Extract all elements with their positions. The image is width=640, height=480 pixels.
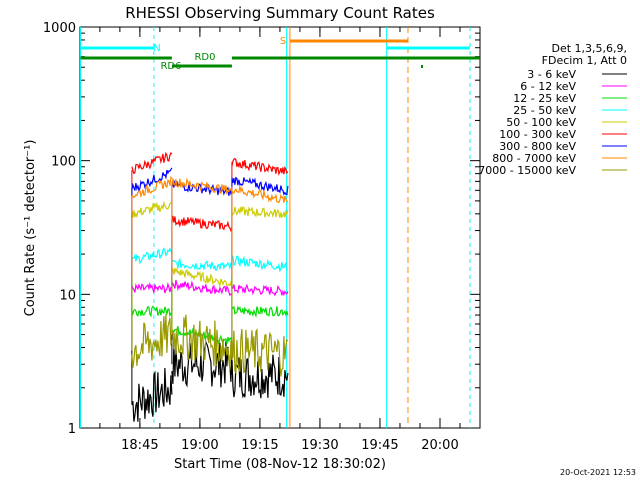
series-100to300kev [231,157,289,176]
chart-title: RHESSI Observing Summary Count Rates [125,4,435,22]
annotation-rd6: RD6 [160,61,181,72]
legend-label: 300 - 800 keV [499,140,576,153]
series-50to100kev [131,200,173,219]
x-tick-label: 19:15 [241,438,278,453]
series-3to6kev [231,354,289,399]
y-axis-label: Count Rate (s⁻¹ detector⁻¹) [23,140,38,317]
x-tick-label: 19:30 [301,438,338,453]
series-25to50kev [131,247,173,265]
x-tick-label: 20:00 [421,438,458,453]
y-tick-label: 10 [59,288,76,303]
legend-label: 100 - 300 keV [499,128,576,141]
series-6to12kev [171,279,233,297]
series-300to800kev [131,167,173,192]
legend-header-2: FDecim 1, Att 0 [542,54,627,67]
series-6to12kev [131,281,173,294]
series-100to300kev [131,151,173,175]
legend-label: 6 - 12 keV [520,80,576,93]
y-tick-label: 1000 [43,21,76,36]
x-tick-label: 18:45 [121,438,158,453]
series-7000to15000kev [231,327,289,377]
legend-label: 3 - 6 keV [527,68,576,81]
series-6to12kev [231,283,289,297]
y-tick-label: 100 [51,155,76,170]
x-tick-label: 19:45 [361,438,398,453]
legend-label: 50 - 100 keV [506,116,576,129]
series-12to25kev [131,305,173,318]
series-7000to15000kev [131,313,173,368]
x-axis-label: Start Time (08-Nov-12 18:30:02) [174,457,386,472]
decimation-dot [421,65,423,68]
series-50to100kev [231,206,289,219]
series-3to6kev [171,340,233,388]
series-800to7000kev [171,177,233,195]
series-3to6kev [131,367,173,422]
series-800to7000kev [131,176,173,199]
legend-label: 25 - 50 keV [513,104,576,117]
legend-label: 7000 - 15000 keV [478,164,576,177]
y-tick-label: 1 [68,422,76,437]
series-800to7000kev [231,186,289,204]
legend-header-1: Det 1,3,5,6,9, [551,42,627,55]
series-25to50kev [231,255,289,273]
annotation-n: N [153,43,160,54]
annotation-rd0: RD0 [194,52,215,63]
series-7000to15000kev [171,314,233,371]
series-50to100kev [171,267,233,288]
x-tick-label: 19:00 [181,438,218,453]
series-25to50kev [171,257,233,272]
timestamp: 20-Oct-2021 12:53 [560,468,636,477]
legend-label: 12 - 25 keV [513,92,576,105]
series-300to800kev [231,176,289,196]
legend-label: 800 - 7000 keV [492,152,576,165]
series-12to25kev [231,305,289,318]
series-100to300kev [171,215,233,233]
annotation-s: S [280,36,286,47]
